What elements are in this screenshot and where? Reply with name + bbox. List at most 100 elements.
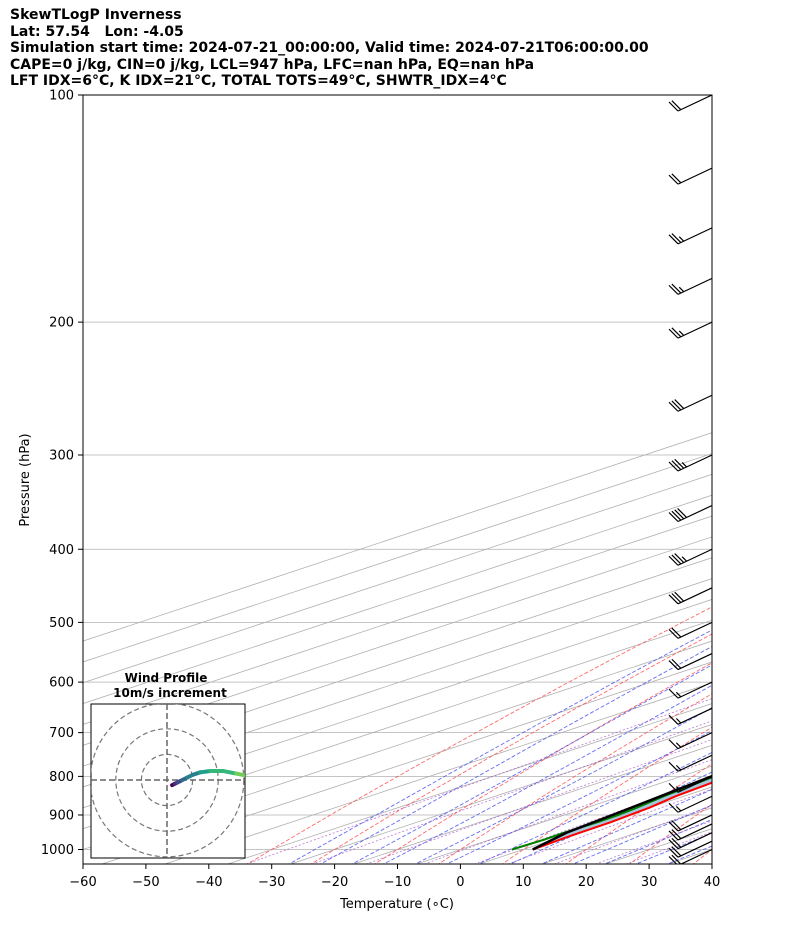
wind-barb-flag	[668, 234, 679, 245]
mixing-ratio-line	[245, 698, 712, 864]
wind-barb-flag	[671, 510, 682, 521]
wind-barb-flag	[675, 691, 682, 698]
wind-barb-flag	[674, 591, 685, 602]
wind-barb-flag	[681, 462, 688, 468]
wind-barb-flag	[678, 330, 685, 336]
x-tick-label: 20	[578, 875, 595, 890]
wind-barb-staff	[677, 823, 712, 841]
wind-barb-flag	[668, 739, 679, 750]
dry-adiabat-line	[310, 633, 712, 864]
wind-barb	[668, 832, 712, 850]
y-tick-label: 300	[49, 448, 74, 463]
hodograph-ring	[91, 704, 245, 858]
isotherm-line	[163, 682, 712, 864]
isotherm-line	[83, 598, 712, 809]
dry-adiabat-line	[565, 763, 712, 864]
wind-barb-staff	[677, 621, 712, 639]
wind-barb-staff	[679, 848, 712, 864]
wind-barb-staff	[677, 321, 712, 339]
wind-barb	[668, 814, 712, 832]
wind-barb-flag	[677, 508, 688, 518]
wind-barb-flag	[668, 830, 679, 841]
wind-barb-flag	[668, 512, 679, 522]
wind-barb-staff	[677, 167, 712, 185]
wind-barb-flag	[668, 660, 679, 671]
isotherm-line	[100, 661, 712, 864]
wind-barb-flag	[668, 714, 679, 725]
wind-barb	[668, 621, 712, 639]
x-tick-label: −50	[132, 875, 159, 890]
wind-barb-staff	[677, 394, 712, 412]
wind-barb-flag	[671, 658, 682, 669]
wind-barb-flag	[674, 509, 685, 520]
isotherm-line	[541, 807, 712, 864]
wind-barb	[668, 795, 712, 813]
moist-adiabat-line	[634, 832, 712, 864]
x-tick-label: −60	[69, 875, 96, 890]
axes: −60 −50 −40 −30 −20 −10 0 10 20 30 40 1000 900 800 700…	[41, 89, 720, 891]
wind-barb	[668, 504, 712, 523]
dry-adiabat-line	[246, 606, 712, 864]
y-tick-label: 500	[49, 616, 74, 631]
moist-adiabat-line	[540, 788, 712, 864]
wind-barb	[668, 707, 712, 725]
wind-barb-staff	[677, 277, 712, 295]
wind-barb-flag	[668, 101, 679, 112]
plot-area	[83, 95, 712, 864]
wind-barb-flag	[675, 742, 682, 748]
x-tick-label: −40	[195, 875, 222, 890]
wind-barb-flag	[668, 856, 678, 864]
moist-adiabat-line	[571, 804, 712, 864]
y-tick-label: 700	[49, 726, 74, 741]
wind-barb-flag	[671, 283, 682, 294]
wind-barb-flag	[671, 846, 682, 857]
wind-barb-flag	[674, 399, 685, 409]
parcel-line	[532, 774, 712, 851]
wind-barb-flag	[668, 628, 679, 639]
dry-adiabat-line	[692, 848, 712, 864]
wind-barb	[668, 548, 712, 566]
wind-barb-flag	[668, 847, 679, 858]
wind-barb-flag	[675, 805, 682, 812]
hodograph-title: Wind Profile	[125, 671, 208, 685]
hodograph-inset: Wind Profile 10m/s increment	[90, 671, 246, 859]
wind-barb-staff	[677, 754, 712, 772]
x-tick-label: 0	[456, 875, 464, 890]
y-tick-label: 800	[49, 770, 74, 785]
hodograph-subtitle: 10m/s increment	[113, 686, 227, 700]
wind-barb-flag	[671, 173, 682, 184]
isotherm-line	[83, 473, 712, 684]
wind-barb-flag	[671, 854, 682, 864]
wind-barb-staff	[677, 681, 712, 699]
wind-barb-flag	[675, 718, 682, 724]
isotherm-line	[289, 724, 712, 864]
hodograph-trace-segment	[234, 771, 245, 778]
wind-barb-flag	[671, 460, 682, 471]
wind-barb	[668, 732, 712, 750]
isotherm-line	[415, 765, 712, 864]
x-tick-label: 30	[641, 875, 658, 890]
wind-barb-staff	[677, 732, 712, 750]
wind-barb-flag	[671, 554, 682, 565]
y-tick-label: 400	[49, 543, 74, 558]
wind-barb-staff	[677, 840, 712, 858]
x-axis-label: Temperature (∘C)	[339, 897, 454, 912]
wind-barb-staff	[677, 95, 712, 112]
chart-title-block: SkewTLogP Inverness Lat: 57.54 Lon: -4.0…	[10, 7, 649, 90]
isotherm-line	[226, 703, 712, 864]
dry-adiabat-line	[628, 803, 712, 864]
wind-barb-flag	[668, 401, 679, 412]
moist-adiabat-line	[445, 730, 712, 864]
mixing-ratio-line	[594, 820, 712, 864]
y-tick-label: 100	[49, 89, 74, 104]
wind-barb-flag	[674, 458, 685, 469]
wind-barb-flag	[668, 594, 679, 605]
dry-adiabat-line	[437, 693, 712, 864]
wind-barb-staff	[677, 227, 712, 245]
wind-barb-flag	[668, 461, 679, 472]
wind-barb-staff	[677, 707, 712, 725]
y-tick-label: 1000	[41, 843, 74, 858]
hodograph-frame	[90, 703, 246, 859]
wind-barb-flag	[668, 688, 679, 699]
wind-barb-flag	[681, 556, 688, 562]
